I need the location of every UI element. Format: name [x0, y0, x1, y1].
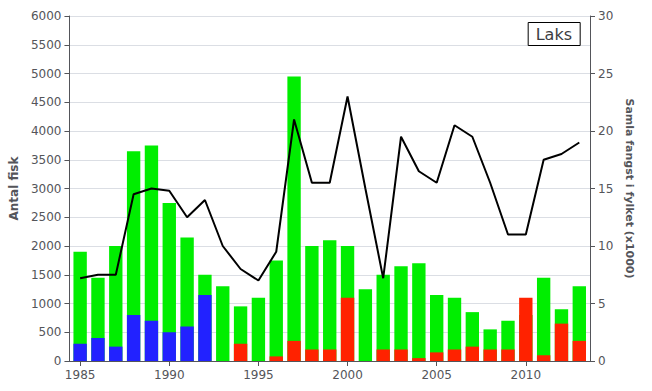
svg-text:0: 0 [598, 354, 606, 368]
svg-text:20: 20 [598, 124, 613, 138]
svg-text:2000: 2000 [332, 368, 363, 382]
svg-text:Samla fangst i fylket (x1000): Samla fangst i fylket (x1000) [623, 98, 636, 278]
svg-text:Laks: Laks [536, 25, 572, 44]
svg-text:2500: 2500 [31, 210, 62, 224]
svg-text:1985: 1985 [65, 368, 96, 382]
svg-text:1000: 1000 [31, 297, 62, 311]
svg-text:3500: 3500 [31, 153, 62, 167]
svg-text:4500: 4500 [31, 95, 62, 109]
svg-text:0: 0 [54, 354, 62, 368]
svg-text:5500: 5500 [31, 38, 62, 52]
svg-text:2010: 2010 [511, 368, 542, 382]
svg-text:Antal fisk: Antal fisk [7, 156, 21, 221]
svg-text:3000: 3000 [31, 182, 62, 196]
svg-text:10: 10 [598, 239, 613, 253]
svg-text:1500: 1500 [31, 268, 62, 282]
svg-text:2000: 2000 [31, 239, 62, 253]
svg-text:30: 30 [598, 9, 613, 23]
svg-text:1995: 1995 [243, 368, 274, 382]
svg-text:500: 500 [39, 325, 62, 339]
svg-text:2005: 2005 [421, 368, 452, 382]
svg-text:15: 15 [598, 182, 613, 196]
svg-text:6000: 6000 [31, 9, 62, 23]
svg-text:5000: 5000 [31, 67, 62, 81]
svg-text:4000: 4000 [31, 124, 62, 138]
svg-text:25: 25 [598, 67, 613, 81]
svg-text:1990: 1990 [154, 368, 185, 382]
svg-text:5: 5 [598, 297, 606, 311]
